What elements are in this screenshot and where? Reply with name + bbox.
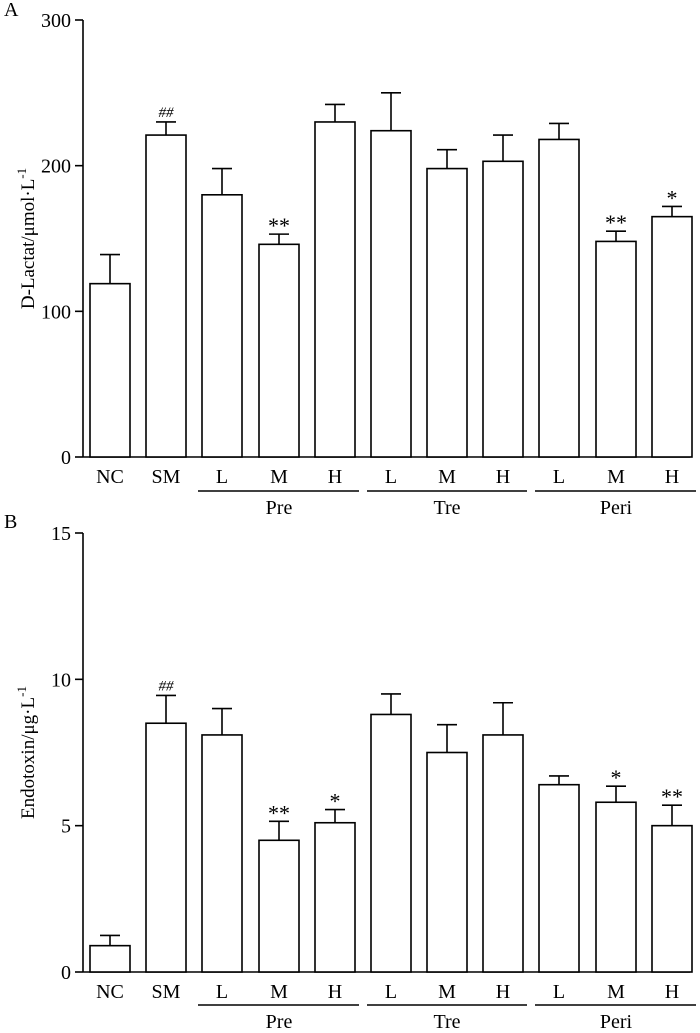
bar-l [370, 713, 412, 973]
x-tick-label: M [607, 981, 625, 1003]
bar-l [201, 734, 243, 973]
y-tick-label: 300 [41, 10, 71, 32]
bar-sm [145, 134, 187, 458]
bar-l [370, 129, 412, 458]
y-tick-label: 0 [61, 962, 71, 984]
panel-b: B 0 5 10 15 Endotoxin/μg·L-1 NC ## SM L ** M * H L M H L *… [4, 511, 696, 1033]
y-axis-title-main: D-Lactat/μmol·L [18, 179, 39, 309]
x-tick-label: M [270, 466, 288, 488]
y-tick-label: 100 [41, 301, 71, 323]
panel-b-label: B [4, 511, 17, 533]
bar-h [314, 121, 356, 458]
x-tick-label: L [385, 981, 397, 1003]
group-label-pre: Pre [266, 1011, 293, 1033]
y-axis-title-superscript: -1 [14, 168, 29, 179]
panel-a: A 0 100 200 300 D-Lactat/μmol·L-1 NC ## SM L ** M H L… [4, 0, 696, 519]
x-tick-label: SM [152, 466, 181, 488]
significance-marker: * [611, 765, 622, 790]
x-tick-label: L [553, 466, 565, 488]
y-tick-label: 5 [61, 816, 71, 838]
significance-marker: * [667, 185, 678, 210]
x-tick-label: NC [96, 981, 124, 1003]
group-label-tre: Tre [433, 497, 460, 519]
x-tick-label: NC [96, 466, 124, 488]
x-tick-label: M [607, 466, 625, 488]
y-tick-label: 15 [51, 523, 71, 545]
y-axis-title: D-Lactat/μmol·L-1 [14, 168, 39, 309]
bar-h [651, 824, 693, 973]
y-tick-label: 10 [51, 669, 71, 691]
y-axis-title-main: Endotoxin/μg·L [18, 697, 39, 819]
x-tick-label: H [328, 981, 342, 1003]
x-tick-label: SM [152, 981, 181, 1003]
significance-marker: ** [268, 800, 290, 825]
x-tick-label: M [270, 981, 288, 1003]
y-axis-title-superscript: -1 [14, 686, 29, 697]
x-tick-label: H [496, 981, 510, 1003]
significance-marker: ** [605, 210, 627, 235]
bar-l [201, 194, 243, 458]
bar-nc [89, 282, 131, 458]
bar-sm [145, 722, 187, 973]
bar-m [595, 240, 637, 458]
bar-h [314, 821, 356, 973]
bar-nc [89, 944, 131, 973]
group-label-peri: Peri [600, 1011, 633, 1033]
x-tick-label: M [438, 981, 456, 1003]
bar-m [258, 839, 300, 973]
y-axis-title: Endotoxin/μg·L-1 [14, 686, 39, 819]
x-tick-label: H [328, 466, 342, 488]
x-tick-label: H [496, 466, 510, 488]
bar-h [482, 160, 524, 458]
x-tick-label: L [216, 981, 228, 1003]
x-tick-label: M [438, 466, 456, 488]
panel-a-label: A [4, 0, 19, 21]
bar-h [651, 215, 693, 458]
group-label-tre: Tre [433, 1011, 460, 1033]
x-tick-label: L [553, 981, 565, 1003]
bar-m [426, 751, 468, 973]
significance-marker: ** [268, 213, 290, 238]
group-label-pre: Pre [266, 497, 293, 519]
significance-marker: * [330, 789, 341, 814]
bar-m [258, 243, 300, 458]
x-tick-label: L [385, 466, 397, 488]
bar-m [595, 801, 637, 973]
x-tick-label: H [665, 981, 679, 1003]
significance-marker: ** [661, 784, 683, 809]
bar-l [538, 783, 580, 973]
bar-m [426, 167, 468, 458]
y-tick-label: 200 [41, 156, 71, 178]
bar-l [538, 138, 580, 458]
y-tick-label: 0 [61, 447, 71, 469]
significance-marker: ## [159, 105, 175, 121]
x-tick-label: L [216, 466, 228, 488]
x-tick-label: H [665, 466, 679, 488]
significance-marker: ## [159, 678, 175, 694]
group-label-peri: Peri [600, 497, 633, 519]
bar-h [482, 734, 524, 973]
